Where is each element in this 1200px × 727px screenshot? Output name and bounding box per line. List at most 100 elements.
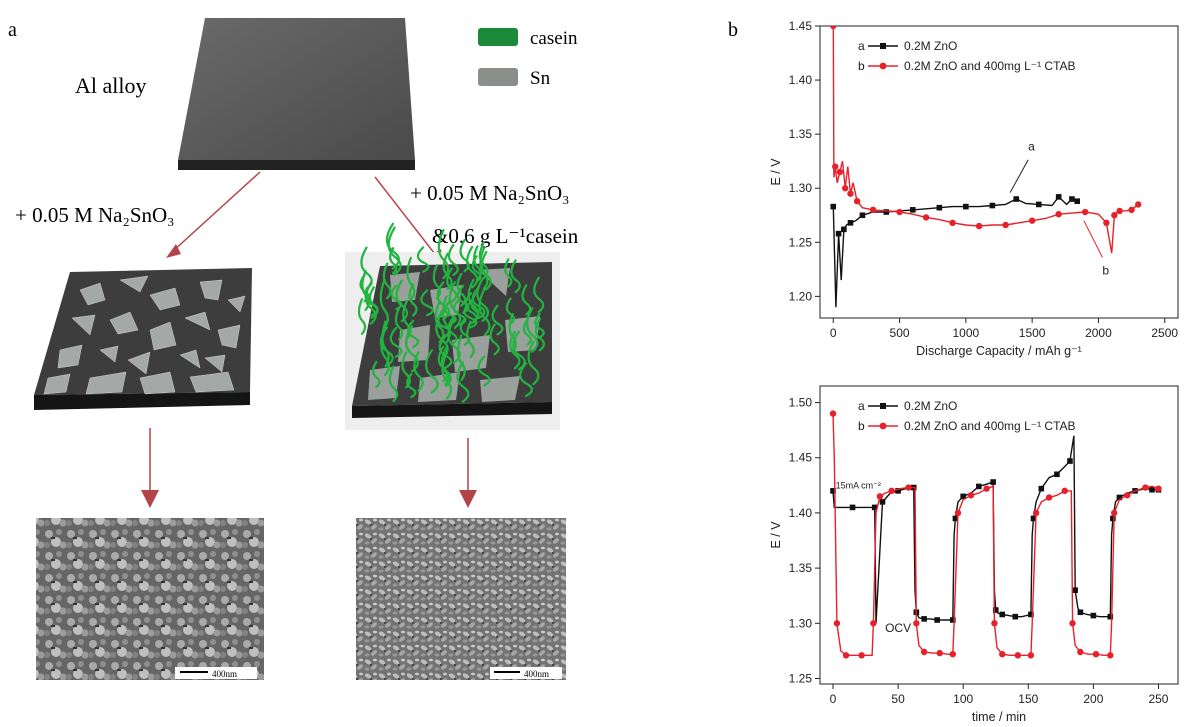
annotation-a-pointer bbox=[1009, 159, 1029, 193]
left-sn-coated-plate bbox=[34, 268, 252, 410]
casein-strand bbox=[394, 307, 404, 341]
y-tick-label: 1.35 bbox=[789, 127, 813, 141]
legend-letter: b bbox=[858, 59, 865, 73]
data-point bbox=[832, 163, 839, 170]
data-point bbox=[842, 652, 850, 659]
discharge-capacity-chart: 0 500 1000 1500 2000 2500 1.20 1.25 1.30 1.35 1.40… bbox=[769, 19, 1179, 358]
casein-strand bbox=[522, 318, 532, 346]
casein-strand bbox=[385, 222, 400, 270]
x-axis-label: time / min bbox=[972, 710, 1026, 724]
casein-strand bbox=[405, 325, 420, 373]
data-point bbox=[847, 190, 854, 197]
data-point bbox=[1111, 509, 1118, 517]
data-point bbox=[1149, 486, 1155, 493]
data-point bbox=[1116, 494, 1123, 501]
data-point bbox=[829, 410, 837, 417]
casein-strand bbox=[432, 264, 442, 300]
data-point bbox=[841, 226, 847, 233]
data-point bbox=[1116, 207, 1123, 215]
data-point bbox=[922, 214, 930, 221]
legend-marker bbox=[879, 62, 887, 70]
legend-letter: a bbox=[858, 39, 865, 53]
casein-strand bbox=[357, 297, 367, 335]
data-point bbox=[871, 504, 878, 511]
sn-legend-swatch bbox=[478, 68, 518, 86]
data-point bbox=[976, 483, 982, 490]
casein-strand bbox=[387, 226, 402, 276]
series-line bbox=[832, 195, 1078, 308]
data-point bbox=[999, 611, 1006, 618]
casein-legend-swatch bbox=[478, 28, 518, 46]
y-tick-label: 1.30 bbox=[789, 181, 813, 195]
data-point bbox=[1054, 471, 1060, 478]
casein-strand bbox=[382, 262, 392, 300]
data-point bbox=[975, 222, 983, 230]
data-point bbox=[1074, 198, 1081, 204]
data-point bbox=[847, 220, 854, 226]
data-point bbox=[1061, 487, 1068, 495]
annotation-label: a bbox=[1028, 139, 1035, 153]
al-alloy-plate bbox=[178, 18, 415, 170]
casein-strand bbox=[456, 361, 470, 403]
data-point bbox=[896, 208, 903, 216]
y-tick-label: 1.50 bbox=[789, 396, 813, 410]
casein-legend-label: casein bbox=[530, 28, 578, 49]
panel-a-schematic: a Al alloy casein Sn + 0.05 M Na₂SnO₃ + … bbox=[8, 18, 579, 680]
y-tick-label: 1.40 bbox=[789, 506, 813, 520]
x-tick-label: 200 bbox=[1083, 692, 1103, 706]
casein-strand bbox=[389, 247, 398, 275]
data-point bbox=[949, 651, 956, 658]
casein-strand bbox=[448, 281, 462, 330]
casein-strand bbox=[416, 246, 430, 273]
right-condition-label-2: &0.6 g L⁻¹casein bbox=[432, 224, 579, 248]
legend-label: 0.2M ZnO bbox=[904, 39, 957, 53]
arrow-left-diagonal bbox=[166, 171, 261, 258]
data-point bbox=[876, 493, 884, 500]
series-line bbox=[832, 435, 1159, 624]
x-tick-label: 2000 bbox=[1085, 326, 1112, 340]
casein-strand bbox=[413, 351, 424, 392]
annotation-label: b bbox=[1102, 264, 1109, 278]
legend-entry: b 0.2M ZnO and 400mg L⁻¹ CTAB bbox=[858, 59, 1076, 73]
data-point bbox=[1155, 485, 1162, 492]
y-tick-label: 1.45 bbox=[789, 19, 813, 33]
data-point bbox=[830, 26, 837, 30]
series-b bbox=[829, 410, 1162, 659]
legend-label: 0.2M ZnO and 400mg L⁻¹ CTAB bbox=[904, 59, 1076, 73]
casein-strand bbox=[510, 259, 521, 294]
casein-strand bbox=[526, 307, 539, 353]
data-point bbox=[1111, 212, 1118, 219]
data-point bbox=[949, 219, 956, 227]
casein-strand bbox=[534, 317, 545, 352]
y-tick-label: 1.30 bbox=[789, 616, 813, 630]
y-axis-label: E / V bbox=[769, 158, 783, 186]
data-point bbox=[1030, 515, 1037, 522]
annotation-label: 15mA cm⁻² bbox=[836, 481, 881, 491]
x-tick-label: 0 bbox=[830, 326, 837, 340]
data-point bbox=[1069, 620, 1076, 627]
right-condition-label-1: + 0.05 M Na₂SnO₃ bbox=[410, 181, 570, 205]
data-point bbox=[1067, 458, 1073, 464]
data-point bbox=[869, 206, 877, 214]
x-tick-label: 1500 bbox=[1019, 326, 1046, 340]
data-point bbox=[967, 492, 975, 499]
casein-strand bbox=[402, 299, 412, 340]
legend-entry: a 0.2M ZnO bbox=[858, 399, 957, 413]
data-point bbox=[936, 649, 943, 657]
data-point bbox=[858, 652, 865, 659]
data-point bbox=[963, 203, 969, 210]
legend-entry: b 0.2M ZnO and 400mg L⁻¹ CTAB bbox=[858, 419, 1076, 433]
data-point bbox=[1028, 217, 1036, 224]
casein-strand bbox=[406, 256, 416, 302]
casein-strand bbox=[447, 243, 459, 277]
data-point bbox=[1072, 587, 1078, 593]
data-point bbox=[879, 499, 886, 505]
data-point bbox=[920, 648, 928, 656]
data-point bbox=[849, 504, 856, 511]
data-point bbox=[1038, 485, 1045, 492]
casein-strand bbox=[390, 284, 403, 311]
data-point bbox=[830, 203, 837, 210]
data-point bbox=[1077, 609, 1084, 616]
data-point bbox=[1014, 652, 1022, 659]
